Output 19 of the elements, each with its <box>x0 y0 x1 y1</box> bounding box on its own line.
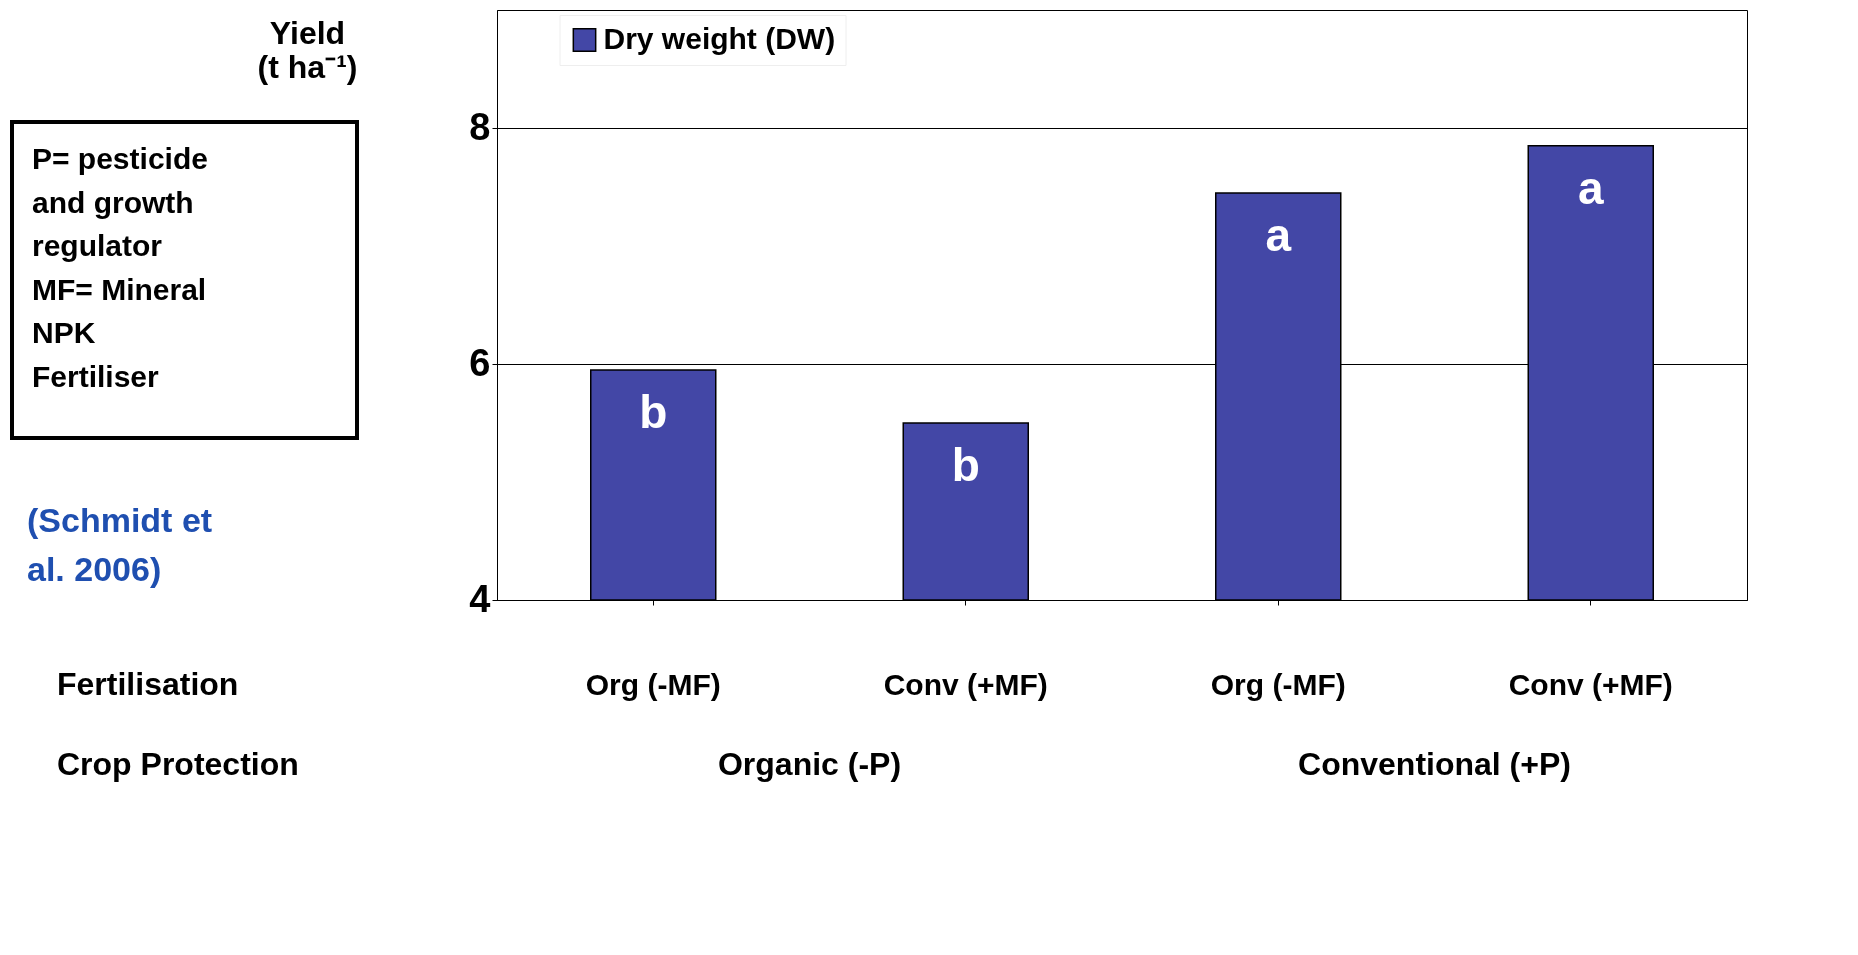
y-tick-label: 6 <box>469 341 491 384</box>
text: b <box>639 385 668 438</box>
text: Fertilisation <box>57 666 239 702</box>
text: Organic (-P) <box>717 746 902 782</box>
y-tick-label: 8 <box>469 105 491 148</box>
text: Crop Protection <box>57 746 299 782</box>
x-tick-label: Conv (+MF) <box>1508 667 1673 701</box>
x-tick-label: Org (-MF) <box>1210 667 1346 701</box>
y-axis-title: Yield (t ha⁻¹) <box>257 14 358 85</box>
text: a <box>1577 161 1604 214</box>
x-tick-label: Org (-MF) <box>585 667 721 701</box>
x-tick-label: Conv (+MF) <box>883 667 1048 701</box>
text: P= pesticide and growth regulator MF= Mineral NPK Fertiliser <box>32 142 208 393</box>
y-tick-label: 4 <box>469 577 491 620</box>
text: (Schmidt et al. 2006) <box>27 501 213 589</box>
text: b <box>951 439 980 491</box>
text: a <box>1265 208 1292 261</box>
text: Conventional (+P) <box>1298 746 1571 782</box>
legend-label: Dry weight (DW) <box>603 22 836 55</box>
